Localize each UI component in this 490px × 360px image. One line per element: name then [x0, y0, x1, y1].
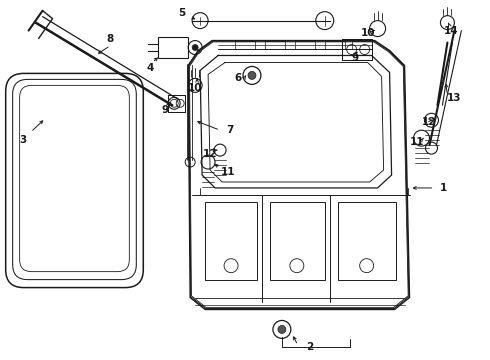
Bar	[338, 202, 395, 280]
Text: 10: 10	[361, 28, 375, 37]
Text: 13: 13	[447, 93, 462, 103]
Text: 9: 9	[162, 105, 169, 115]
Text: 4: 4	[147, 63, 154, 73]
Text: 12: 12	[422, 117, 437, 127]
Bar	[352, 41, 371, 49]
Bar	[325, 41, 345, 49]
Bar	[235, 41, 255, 49]
Text: 3: 3	[19, 135, 26, 145]
Text: 8: 8	[107, 33, 114, 44]
Bar	[205, 202, 257, 280]
Text: 14: 14	[444, 26, 459, 36]
Text: 7: 7	[226, 125, 234, 135]
Circle shape	[278, 325, 286, 333]
Bar	[158, 37, 188, 58]
Text: 5: 5	[178, 8, 186, 18]
Text: 1: 1	[440, 183, 447, 193]
Bar	[270, 202, 325, 280]
Circle shape	[192, 45, 198, 50]
Text: 12: 12	[203, 149, 218, 159]
Text: 10: 10	[188, 84, 202, 93]
Text: 2: 2	[306, 342, 314, 352]
Text: 9: 9	[351, 54, 358, 63]
Text: 11: 11	[410, 137, 425, 147]
Bar	[265, 41, 285, 49]
Text: 6: 6	[234, 73, 242, 84]
Circle shape	[248, 71, 256, 80]
Bar	[295, 41, 315, 49]
Text: 11: 11	[221, 167, 235, 177]
